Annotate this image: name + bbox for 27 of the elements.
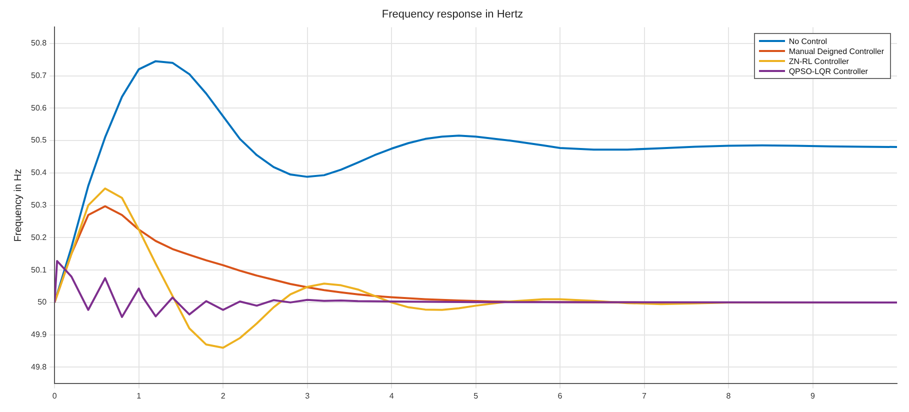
x-tick-label: 8 [726,391,732,400]
x-tick-label: 7 [642,391,648,400]
y-tick-label: 50.3 [30,200,48,210]
y-tick-label: 50 [38,298,48,307]
chart-title: Frequency response in Hertz [382,8,524,21]
x-tick-label: 9 [810,391,816,400]
y-tick-label: 49.8 [30,362,48,372]
y-tick-label: 50.2 [30,232,48,242]
y-tick-label: 50.8 [30,38,48,48]
legend-label: No Control [788,36,828,46]
x-tick-label: 4 [389,391,394,400]
y-axis-title: Frequency in Hz [12,168,24,242]
y-tick-label: 49.9 [30,330,48,340]
y-tick-label: 50.5 [30,136,48,145]
x-tick-label: 6 [558,391,563,400]
x-tick-label: 0 [52,391,58,400]
x-tick-label: 2 [220,391,226,400]
x-tick-label: 1 [136,391,142,400]
x-tick-label: 5 [474,391,479,400]
y-tick-label: 50.6 [30,103,48,112]
legend-label: QPSO-LQR Controller [788,66,868,76]
x-tick-label: 3 [305,391,310,400]
legend-label: ZN-RL Controller [788,56,849,66]
y-tick-label: 50.7 [30,70,48,80]
y-tick-label: 50.1 [30,265,48,274]
legend-label: Manual Deigned Controller [788,46,884,56]
y-tick-label: 50.4 [30,168,48,178]
